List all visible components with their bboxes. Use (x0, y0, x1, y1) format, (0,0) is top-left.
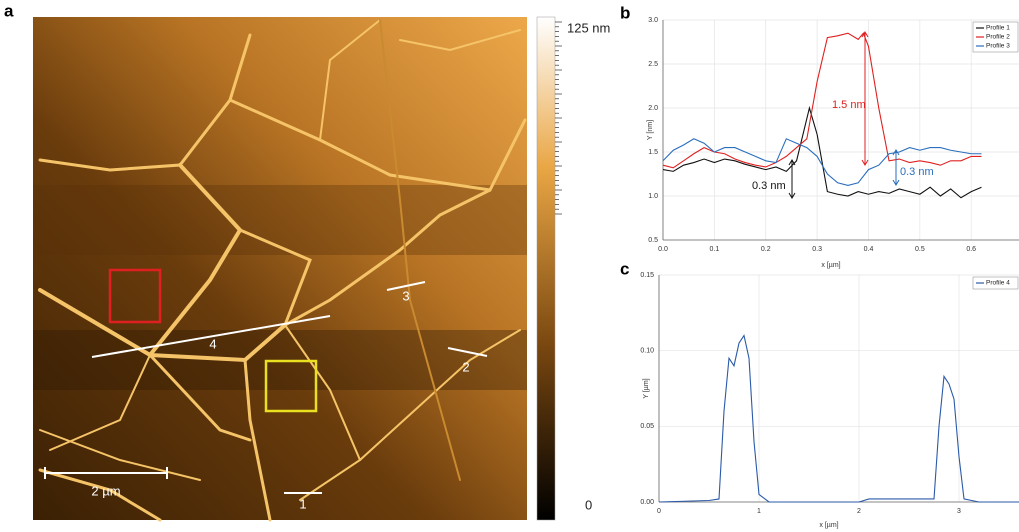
arrow-head (861, 31, 869, 38)
y-tick-label: 0.5 (648, 237, 658, 244)
y-tick-label: 1.5 (648, 149, 658, 156)
y-axis-label: Y [nm] (647, 120, 654, 140)
arrow-head (861, 159, 869, 166)
colorbar-max: 125 nm (567, 20, 610, 35)
x-tick-label: 0 (657, 508, 661, 515)
scale-bar-label: 2 µm (91, 483, 120, 498)
x-tick-label: 1 (757, 508, 761, 515)
x-tick-label: 0.2 (761, 246, 771, 253)
legend-label: Profile 3 (986, 43, 1010, 50)
annotation: 0.3 nm (900, 166, 934, 178)
y-tick-label: 0.15 (640, 272, 654, 279)
line-series (662, 138, 982, 187)
x-axis-label: x [µm] (821, 262, 840, 269)
x-tick-label: 0.0 (658, 246, 668, 253)
afm-image: 2 µm 1 2 3 4 (33, 17, 527, 522)
y-tick-label: 0.10 (640, 348, 654, 355)
legend-box (972, 276, 1019, 290)
panel-label: b (620, 3, 630, 22)
panel-label: c (620, 259, 629, 278)
annotation: 0.3 nm (752, 180, 786, 192)
y-tick-label: 0.05 (640, 423, 654, 430)
arrow-head (892, 179, 900, 186)
y-tick-label: 1.0 (648, 193, 658, 200)
panel-label: a (4, 1, 14, 20)
y-tick-label: 3.0 (648, 17, 658, 24)
profile-label: 3 (402, 288, 409, 303)
annotation: 1.5 nm (832, 99, 866, 111)
line-series (662, 32, 982, 169)
arrow-head (788, 192, 796, 199)
x-tick-label: 0.6 (966, 246, 976, 253)
y-tick-label: 0.00 (640, 499, 654, 506)
profile-label: 2 (462, 359, 469, 374)
legend-label: Profile 4 (986, 280, 1010, 287)
arrow-head (788, 159, 796, 166)
profile-label: 1 (299, 496, 306, 511)
line-series (658, 334, 1019, 503)
profile-label: 4 (209, 336, 216, 351)
y-tick-label: 2.5 (648, 61, 658, 68)
x-tick-label: 0.4 (864, 246, 874, 253)
colorbar-min: 0 (585, 497, 592, 512)
x-tick-label: 0.5 (915, 246, 925, 253)
y-axis-label: Y [µm] (643, 378, 650, 398)
legend-label: Profile 2 (986, 34, 1010, 41)
arrow-head (892, 149, 900, 156)
legend-label: Profile 1 (986, 25, 1010, 32)
x-tick-label: 2 (857, 508, 861, 515)
x-tick-label: 0.3 (812, 246, 822, 253)
colorbar: 125 nm 0 (536, 16, 610, 521)
y-tick-label: 2.0 (648, 105, 658, 112)
x-axis-label: x [µm] (819, 522, 838, 529)
line-series (662, 105, 982, 199)
x-tick-label: 3 (957, 508, 961, 515)
x-tick-label: 0.1 (710, 246, 720, 253)
